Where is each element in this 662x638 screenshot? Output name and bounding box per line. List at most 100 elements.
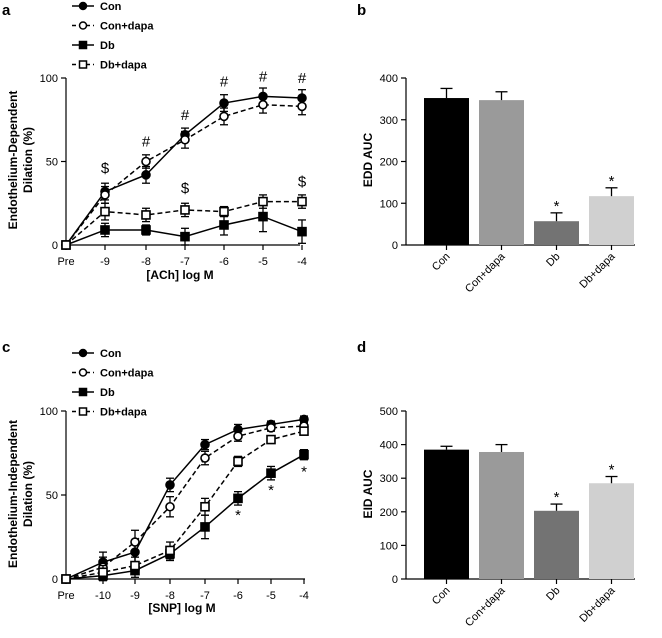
panel-a: a 0 50 100 Pre -9 -8 -7 -6 -5 -4 [ACh] log M Endothe… — [2, 1, 307, 282]
data-point — [266, 468, 276, 478]
x-tick-label: -4 — [297, 256, 307, 268]
significance-marker: $ — [181, 180, 190, 197]
significance-marker: # — [259, 68, 268, 85]
significance-marker: # — [298, 70, 307, 87]
significance-marker: # — [220, 73, 229, 90]
legend-label: Db+dapa — [100, 407, 148, 419]
data-point — [61, 574, 71, 584]
bar-con-dapa — [479, 451, 524, 579]
data-point — [141, 225, 151, 235]
y-tick-label: 400 — [380, 440, 398, 452]
legend-label: Con+dapa — [100, 21, 154, 33]
bar-db — [534, 221, 579, 245]
data-point — [141, 170, 151, 180]
y-tick-label: 0 — [52, 240, 58, 252]
x-tick-label: -6 — [219, 256, 229, 268]
bar-con-dapa — [479, 100, 524, 245]
data-point — [233, 493, 243, 504]
data-point — [180, 205, 190, 215]
panel-label: a — [2, 2, 11, 19]
data-point — [180, 231, 190, 242]
x-tick-label: Pre — [57, 256, 74, 268]
y-tick-label: 0 — [392, 574, 398, 586]
data-point — [180, 134, 190, 145]
data-point — [299, 449, 309, 460]
data-point — [100, 190, 110, 200]
y-tick-label: 100 — [380, 540, 398, 552]
significance-marker: * — [554, 198, 560, 215]
x-tick-label: -9 — [130, 590, 140, 602]
bar-db — [534, 510, 579, 579]
legend-marker — [78, 1, 88, 11]
legend-marker — [78, 21, 88, 30]
data-point — [200, 522, 210, 532]
y-tick-label: 0 — [52, 574, 58, 586]
significance-marker: # — [181, 107, 190, 124]
x-tick-label: Pre — [57, 590, 74, 602]
bar-con — [424, 449, 469, 579]
data-point — [165, 501, 175, 512]
y-axis-title-line2: Dilation (%) — [21, 127, 35, 193]
y-axis-title: EID AUC — [361, 469, 375, 518]
y-axis-title: Endothelium-IndependentDilation (%) — [6, 420, 35, 568]
y-tick-label: 50 — [46, 157, 58, 169]
legend-marker — [78, 348, 88, 358]
data-point — [200, 453, 210, 463]
y-axis-title: Endothelium-DependentDilation (%) — [6, 91, 35, 230]
legend-marker — [78, 60, 88, 69]
x-tick-label: Db — [544, 251, 562, 269]
bar-db-dapa — [589, 483, 634, 579]
data-point — [100, 225, 110, 235]
series-line-db — [65, 454, 305, 580]
y-tick-label: 100 — [40, 73, 58, 85]
legend-label: Db — [100, 40, 115, 52]
y-tick-label: 400 — [380, 73, 398, 85]
y-tick-label: 300 — [380, 473, 398, 485]
data-point — [200, 501, 210, 512]
x-tick-label: -4 — [299, 590, 309, 602]
x-tick-label: Con+dapa — [463, 250, 508, 295]
x-tick-label: -7 — [180, 256, 190, 268]
y-tick-label: 300 — [380, 115, 398, 127]
data-point — [233, 456, 243, 467]
significance-marker: * — [609, 462, 615, 479]
x-tick-label: Db+dapa — [577, 250, 618, 291]
x-tick-label: Con+dapa — [463, 584, 508, 629]
data-point — [258, 211, 268, 222]
x-tick-label: -8 — [141, 256, 151, 268]
significance-marker: * — [609, 173, 615, 190]
y-axis-title-line2: Dilation (%) — [21, 461, 35, 527]
data-point — [219, 220, 229, 230]
panel-c: c 0 50 100 Pre -10 -9 -8 -7 -6 -5 -4 [SNP] log M Endo… — [2, 339, 309, 615]
data-point — [297, 226, 307, 237]
panel-label: d — [357, 339, 366, 356]
bar-con — [424, 98, 469, 245]
x-tick-label: Con — [430, 251, 453, 274]
y-tick-label: 500 — [380, 406, 398, 418]
data-point — [165, 545, 175, 556]
data-point — [219, 206, 229, 217]
legend-marker — [78, 407, 88, 416]
y-tick-label: 100 — [380, 198, 398, 210]
y-axis-title: EDD AUC — [361, 133, 375, 188]
x-tick-label: -10 — [95, 590, 111, 602]
y-tick-label: 0 — [392, 240, 398, 252]
data-point — [219, 111, 229, 122]
data-point — [297, 101, 307, 112]
panel-d: d 0 100 200 300 400 500 EID AUC Con Con+dapa * Db * D… — [357, 339, 635, 629]
series-line-db-dapa — [65, 430, 305, 580]
x-tick-label: Db+dapa — [577, 584, 618, 625]
x-tick-label: Db — [544, 585, 562, 603]
significance-marker: $ — [298, 174, 307, 191]
significance-marker: * — [235, 507, 241, 524]
x-tick-label: -9 — [100, 256, 110, 268]
x-tick-label: -7 — [200, 590, 210, 602]
panel-label: c — [2, 339, 10, 356]
significance-marker: $ — [101, 160, 110, 177]
legend-label: Db+dapa — [100, 60, 148, 72]
legend-marker — [78, 387, 88, 397]
data-point — [165, 480, 175, 490]
legend-label: Db — [100, 387, 115, 399]
data-point — [258, 196, 268, 207]
